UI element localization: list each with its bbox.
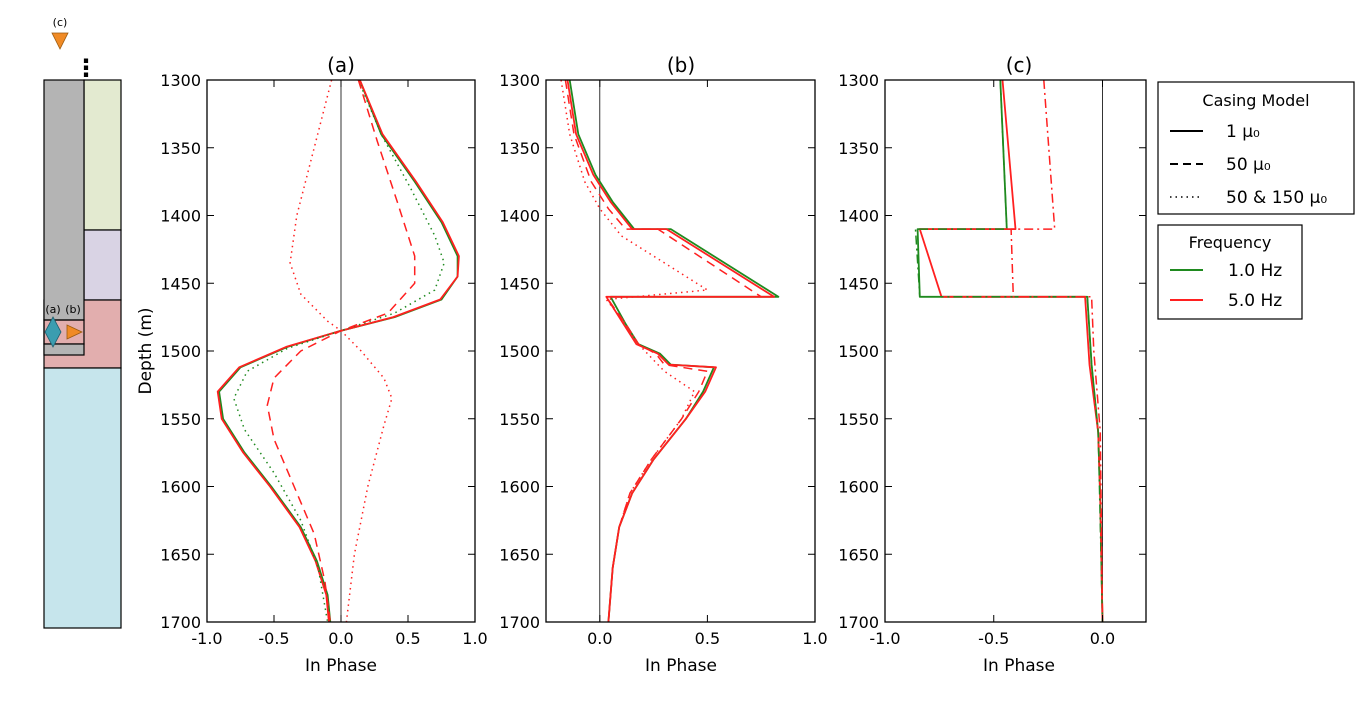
panel-a-x-axis-label: In Phase bbox=[305, 656, 377, 676]
panel-b-ytick-label: 1450 bbox=[499, 274, 540, 293]
panel-c-ytick-label: 1550 bbox=[838, 410, 879, 429]
panel-a-ytick-label: 1500 bbox=[160, 342, 201, 361]
panel-a-ytick-label: 1350 bbox=[160, 139, 201, 158]
label-receiver-b: (b) bbox=[65, 303, 81, 316]
receiver-b-marker bbox=[66, 324, 83, 340]
casing bbox=[43, 79, 85, 321]
label-receiver-c: (c) bbox=[53, 16, 68, 29]
panel-a-ytick-label: 1400 bbox=[160, 207, 201, 226]
legend-entry-1mu: 1 μ₀ bbox=[1226, 122, 1260, 142]
panel-b-ytick-label: 1500 bbox=[499, 342, 540, 361]
y-axis-label: Depth (m) bbox=[136, 307, 156, 394]
panel-c-frame bbox=[884, 79, 1147, 623]
panel-a: (a) Depth (m) In Phase 1300 1350 1400 1450 1… bbox=[136, 53, 488, 676]
ellipsis-icon: ⋮ bbox=[74, 54, 98, 82]
label-receiver-a: (a) bbox=[45, 303, 60, 316]
panel-c-x-axis-label: In Phase bbox=[983, 656, 1055, 676]
panel-a-series-2 bbox=[233, 79, 445, 623]
layer-bottom-blue bbox=[43, 367, 122, 629]
panel-a-ytick-label: 1700 bbox=[160, 613, 201, 632]
panel-c-series-3 bbox=[1010, 79, 1104, 623]
panel-b-series-0 bbox=[568, 79, 780, 623]
panel-c-ytick-label: 1700 bbox=[838, 613, 879, 632]
panel-c-xtick-label: 0.0 bbox=[1090, 629, 1115, 648]
legend-entry-50-150mu: 50 & 150 μ₀ bbox=[1226, 188, 1327, 208]
panel-a-xtick-label: 1.0 bbox=[462, 629, 487, 648]
legend-entry-50mu: 50 μ₀ bbox=[1226, 155, 1271, 175]
panel-a-xtick-label: 0.0 bbox=[328, 629, 353, 648]
panel-a-ytick-label: 1650 bbox=[160, 545, 201, 564]
panel-b-xtick-label: 1.0 bbox=[802, 629, 827, 648]
panel-a-ytick-label: 1300 bbox=[160, 71, 201, 90]
legend-entry-1hz: 1.0 Hz bbox=[1228, 261, 1282, 281]
layer-purple bbox=[83, 229, 122, 301]
panel-c-ytick-label: 1350 bbox=[838, 139, 879, 158]
layer-top-green bbox=[83, 79, 122, 231]
panel-c-xtick-label: -0.5 bbox=[978, 629, 1009, 648]
panel-b-ytick-label: 1700 bbox=[499, 613, 540, 632]
panel-b-xtick-label: 0.5 bbox=[695, 629, 720, 648]
panel-a-ytick-label: 1550 bbox=[160, 410, 201, 429]
panel-c-ytick-label: 1400 bbox=[838, 207, 879, 226]
panel-b-series-1 bbox=[566, 79, 775, 623]
panel-a-series-0 bbox=[218, 79, 459, 623]
panel-b-ytick-label: 1550 bbox=[499, 410, 540, 429]
panel-b-x-axis-label: In Phase bbox=[645, 656, 717, 676]
legend-frequency-title: Frequency bbox=[1189, 233, 1272, 252]
panel-a-xtick-label: -1.0 bbox=[191, 629, 222, 648]
panel-b-ytick-label: 1350 bbox=[499, 139, 540, 158]
panel-c-ytick-label: 1500 bbox=[838, 342, 879, 361]
panel-c: (c) In Phase 1300 1350 1400 1450 1500 1550 160… bbox=[838, 53, 1147, 676]
panel-c-ytick-label: 1650 bbox=[838, 545, 879, 564]
panel-b-ytick-label: 1300 bbox=[499, 71, 540, 90]
well-schematic: (c) ⋮ (a) (b) bbox=[43, 16, 122, 629]
panel-b-xtick-label: 0.0 bbox=[587, 629, 612, 648]
receiver-c-marker bbox=[51, 32, 69, 50]
panel-b-ytick-label: 1650 bbox=[499, 545, 540, 564]
panel-c-title: (c) bbox=[1006, 53, 1033, 77]
panel-b-ytick-label: 1600 bbox=[499, 478, 540, 497]
casing-base bbox=[43, 343, 85, 356]
panel-b: (b) In Phase 1300 1350 1400 1450 1500 1550 160… bbox=[499, 53, 827, 676]
panel-a-series-3 bbox=[266, 79, 416, 623]
panel-a-ytick-label: 1600 bbox=[160, 478, 201, 497]
source-a-marker bbox=[44, 316, 62, 348]
panel-b-title: (b) bbox=[667, 53, 695, 77]
legend-casing-model-title: Casing Model bbox=[1202, 91, 1309, 110]
legend-frequency: Frequency 1.0 Hz 5.0 Hz bbox=[1157, 224, 1303, 320]
panel-b-series-2 bbox=[564, 79, 762, 623]
panel-c-series-1 bbox=[918, 79, 1104, 623]
legend-casing-model-box bbox=[1157, 81, 1355, 215]
panel-c-ytick-label: 1450 bbox=[838, 274, 879, 293]
panel-c-xtick-label: -1.0 bbox=[869, 629, 900, 648]
panel-c-ytick-label: 1300 bbox=[838, 71, 879, 90]
panel-c-ytick-label: 1600 bbox=[838, 478, 879, 497]
panel-a-ytick-label: 1450 bbox=[160, 274, 201, 293]
legend-frequency-box bbox=[1157, 224, 1303, 320]
panel-b-frame bbox=[545, 79, 816, 623]
panel-a-series-1 bbox=[216, 79, 460, 623]
panel-b-ytick-label: 1400 bbox=[499, 207, 540, 226]
panel-a-xtick-label: -0.5 bbox=[258, 629, 289, 648]
legend-entry-5hz: 5.0 Hz bbox=[1228, 291, 1282, 311]
panel-a-xtick-label: 0.5 bbox=[395, 629, 420, 648]
panel-a-title: (a) bbox=[327, 53, 355, 77]
legend-casing-model: Casing Model 1 μ₀ 50 μ₀ 50 & 150 μ₀ bbox=[1157, 81, 1355, 215]
